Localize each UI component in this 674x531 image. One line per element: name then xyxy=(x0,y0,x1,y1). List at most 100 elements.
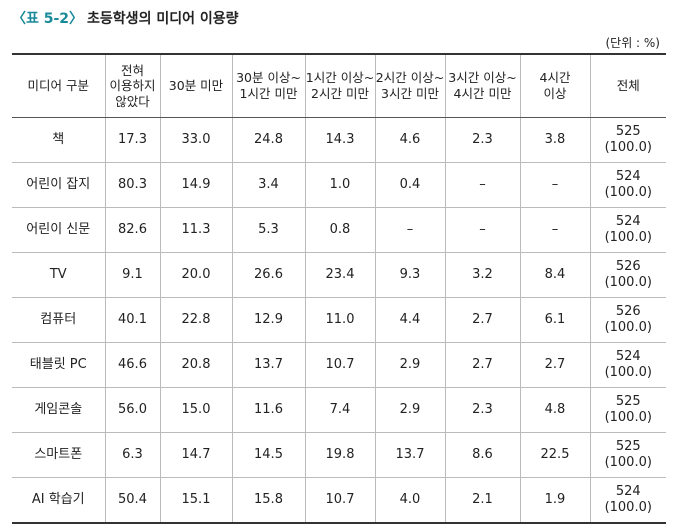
table-row: 어린이 잡지 80.3 14.9 3.4 1.0 0.4– –524 (100.0) xyxy=(12,162,666,208)
table-cell: 6.1 xyxy=(519,297,591,343)
table-cell: 2.7 xyxy=(444,297,521,343)
table-cell: 14.5 xyxy=(231,432,306,478)
table-cell: 9.1 xyxy=(104,252,161,298)
table-caption: 〈표 5-2〉 초등학생의 미디어 이용량 xyxy=(12,8,238,28)
table-cell: – xyxy=(444,162,521,208)
table-row: 스마트폰 6.3 14.7 14.5 19.8 13.7 8.6 22.5 525 (100.0… xyxy=(12,432,666,478)
table-cell: 4.4 xyxy=(374,297,446,343)
table-cell: – xyxy=(519,162,591,208)
unit-note: (단위 : %) xyxy=(605,36,660,50)
table-cell: 7.4 xyxy=(304,387,376,433)
table-row: AI 학습기 50.4 15.1 15.8 10.7 4.0 2.1 1.9 524 (100.… xyxy=(12,477,666,524)
table-cell: 22.8 xyxy=(159,297,233,343)
table-cell: 1.0 xyxy=(304,162,376,208)
column-header: 4시간 이상 xyxy=(519,53,591,118)
table-cell: 2.9 xyxy=(374,387,446,433)
table-cell: 8.6 xyxy=(444,432,521,478)
row-header: AI 학습기 xyxy=(12,477,106,524)
table-cell: 524 (100.0) xyxy=(589,207,666,253)
table-row: 컴퓨터 40.1 22.8 12.9 11.0 4.4 2.7 6.1 526 (100.0) xyxy=(12,297,666,343)
table-cell: 526 (100.0) xyxy=(589,297,666,343)
table-cell: 5.3 xyxy=(231,207,306,253)
table-cell: 0.8 xyxy=(304,207,376,253)
table-cell: 3.2 xyxy=(444,252,521,298)
table-cell: 3.4 xyxy=(231,162,306,208)
table-cell: 2.3 xyxy=(444,117,521,163)
table-cell: – xyxy=(444,207,521,253)
table-cell: 525 (100.0) xyxy=(589,117,666,163)
table-cell: 56.0 xyxy=(104,387,161,433)
table-cell: 14.7 xyxy=(159,432,233,478)
table-cell: 4.0 xyxy=(374,477,446,524)
row-header: 태블릿 PC xyxy=(12,342,106,388)
table-cell: 23.4 xyxy=(304,252,376,298)
table-cell: 15.1 xyxy=(159,477,233,524)
table-cell: 2.1 xyxy=(444,477,521,524)
row-header: TV xyxy=(12,252,106,298)
table-cell: 17.3 xyxy=(104,117,161,163)
table-cell: 33.0 xyxy=(159,117,233,163)
table-cell: 0.4 xyxy=(374,162,446,208)
table-cell: 4.6 xyxy=(374,117,446,163)
table-cell: 11.6 xyxy=(231,387,306,433)
column-header: 1시간 이상~ 2시간 미만 xyxy=(304,53,376,118)
table-number: 〈표 5-2〉 xyxy=(12,11,84,27)
table-cell: 82.6 xyxy=(104,207,161,253)
table-cell: 10.7 xyxy=(304,342,376,388)
table-cell: 526 (100.0) xyxy=(589,252,666,298)
table-title: 초등학생의 미디어 이용량 xyxy=(87,11,239,27)
table-cell: 525 (100.0) xyxy=(589,387,666,433)
table-row: 어린이 신문 82.6 11.3 5.3 0.8– – –524 (100.0) xyxy=(12,207,666,253)
table-cell: 19.8 xyxy=(304,432,376,478)
column-header: 전체 xyxy=(589,53,666,118)
column-header: 30분 이상~ 1시간 미만 xyxy=(231,53,306,118)
column-header: 2시간 이상~ 3시간 미만 xyxy=(374,53,446,118)
table-cell: 13.7 xyxy=(231,342,306,388)
table-body: 책 17.3 33.0 24.8 14.3 4.6 2.3 3.8 525 (100.0) 어린이… xyxy=(12,117,666,524)
table-cell: 524 (100.0) xyxy=(589,477,666,524)
table-cell: 22.5 xyxy=(519,432,591,478)
table-row: 게임콘솔 56.0 15.0 11.6 7.4 2.9 2.3 4.8 525 (100.0) xyxy=(12,387,666,433)
table-cell: 20.0 xyxy=(159,252,233,298)
table-cell: 9.3 xyxy=(374,252,446,298)
table-cell: 40.1 xyxy=(104,297,161,343)
table-cell: 14.9 xyxy=(159,162,233,208)
table-cell: 15.8 xyxy=(231,477,306,524)
table-cell: 6.3 xyxy=(104,432,161,478)
row-header: 책 xyxy=(12,117,106,163)
table-cell: 2.3 xyxy=(444,387,521,433)
column-header: 미디어 구분 xyxy=(12,53,106,118)
table-cell: 46.6 xyxy=(104,342,161,388)
table-row: TV 9.1 20.0 26.6 23.4 9.3 3.2 8.4 526 (100.0) xyxy=(12,252,666,298)
table-cell: 2.7 xyxy=(444,342,521,388)
header-row: 미디어 구분 전혀 이용하지 않았다 30분 미만 30분 이상~ 1시간 미만 1시간… xyxy=(12,53,666,118)
table-cell: 4.8 xyxy=(519,387,591,433)
table-cell: 524 (100.0) xyxy=(589,342,666,388)
table-cell: – xyxy=(374,207,446,253)
table-cell: 3.8 xyxy=(519,117,591,163)
table-cell: 11.3 xyxy=(159,207,233,253)
row-header: 어린이 잡지 xyxy=(12,162,106,208)
table-cell: 13.7 xyxy=(374,432,446,478)
table-cell: 524 (100.0) xyxy=(589,162,666,208)
table-cell: 12.9 xyxy=(231,297,306,343)
column-header: 3시간 이상~ 4시간 미만 xyxy=(444,53,521,118)
column-header: 30분 미만 xyxy=(159,53,233,118)
table-cell: 14.3 xyxy=(304,117,376,163)
table-cell: 26.6 xyxy=(231,252,306,298)
table-cell: 8.4 xyxy=(519,252,591,298)
table-cell: 20.8 xyxy=(159,342,233,388)
table-cell: 525 (100.0) xyxy=(589,432,666,478)
row-header: 어린이 신문 xyxy=(12,207,106,253)
table-cell: 24.8 xyxy=(231,117,306,163)
table-cell: – xyxy=(519,207,591,253)
row-header: 컴퓨터 xyxy=(12,297,106,343)
table-cell: 15.0 xyxy=(159,387,233,433)
row-header: 스마트폰 xyxy=(12,432,106,478)
table-cell: 80.3 xyxy=(104,162,161,208)
data-table: 미디어 구분 전혀 이용하지 않았다 30분 미만 30분 이상~ 1시간 미만 1시간… xyxy=(12,53,666,524)
table-cell: 2.9 xyxy=(374,342,446,388)
table-row: 태블릿 PC 46.6 20.8 13.7 10.7 2.9 2.7 2.7 524 (100.… xyxy=(12,342,666,388)
table-cell: 2.7 xyxy=(519,342,591,388)
